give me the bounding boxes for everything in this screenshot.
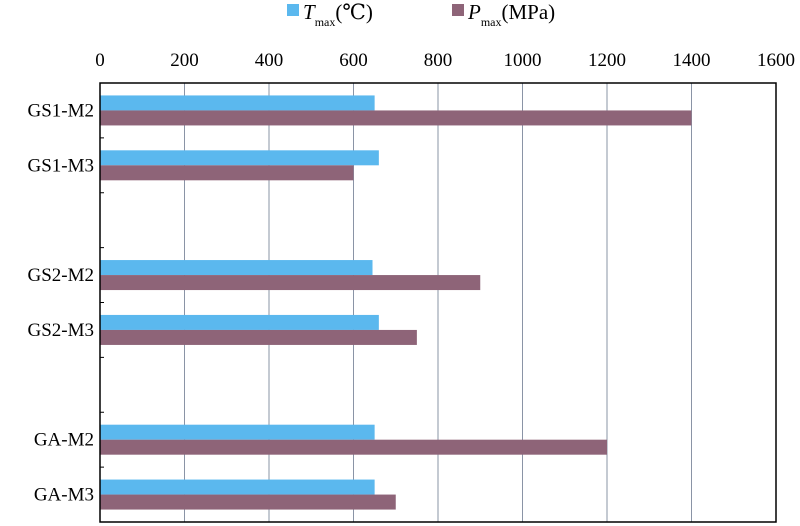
x-tick-label: 1600: [757, 50, 795, 71]
x-tick-label: 1400: [673, 50, 711, 71]
grid-lines: [184, 83, 692, 522]
bar-max-p: [100, 494, 396, 510]
bar-max-p: [100, 165, 354, 181]
bar-max-t: [100, 314, 379, 330]
x-tick-label: 400: [255, 50, 284, 71]
x-tick-label: 600: [339, 50, 368, 71]
legend-swatch: [287, 4, 299, 16]
category-axis: GS1-M2 GS1-M3 GS2-M2 GS2-M3 GA-M2 GA-M3: [27, 82, 104, 523]
bar-max-t: [100, 479, 375, 495]
legend-label: Pmax(MPa): [467, 0, 555, 29]
bar-max-t: [100, 95, 375, 111]
bar-max-p: [100, 275, 481, 291]
bar-max-p: [100, 329, 417, 345]
category-label: GA-M3: [34, 485, 94, 506]
bar-max-t: [100, 260, 373, 276]
category-label: GS1-M2: [27, 100, 94, 121]
legend-swatch: [452, 4, 464, 16]
x-tick-label: 1000: [504, 50, 542, 71]
category-label: GS2-M3: [27, 320, 94, 341]
bars: [100, 95, 692, 510]
value-axis: 0 200 400 600 800 1000 1200 1400 1600: [95, 50, 795, 71]
bar-max-p: [100, 110, 692, 126]
bar-max-t: [100, 424, 375, 440]
bar-max-p: [100, 439, 607, 455]
x-tick-label: 1200: [588, 50, 626, 71]
category-label: GA-M2: [34, 430, 94, 451]
bar-max-t: [100, 150, 379, 166]
x-tick-label: 200: [170, 50, 199, 71]
x-tick-label: 0: [95, 50, 105, 71]
category-label: GS2-M2: [27, 265, 94, 286]
legend-label: Tmax(℃): [303, 0, 373, 29]
legend: Tmax(℃) Pmax(MPa): [287, 0, 555, 29]
x-tick-label: 800: [424, 50, 453, 71]
category-label: GS1-M3: [27, 155, 94, 176]
